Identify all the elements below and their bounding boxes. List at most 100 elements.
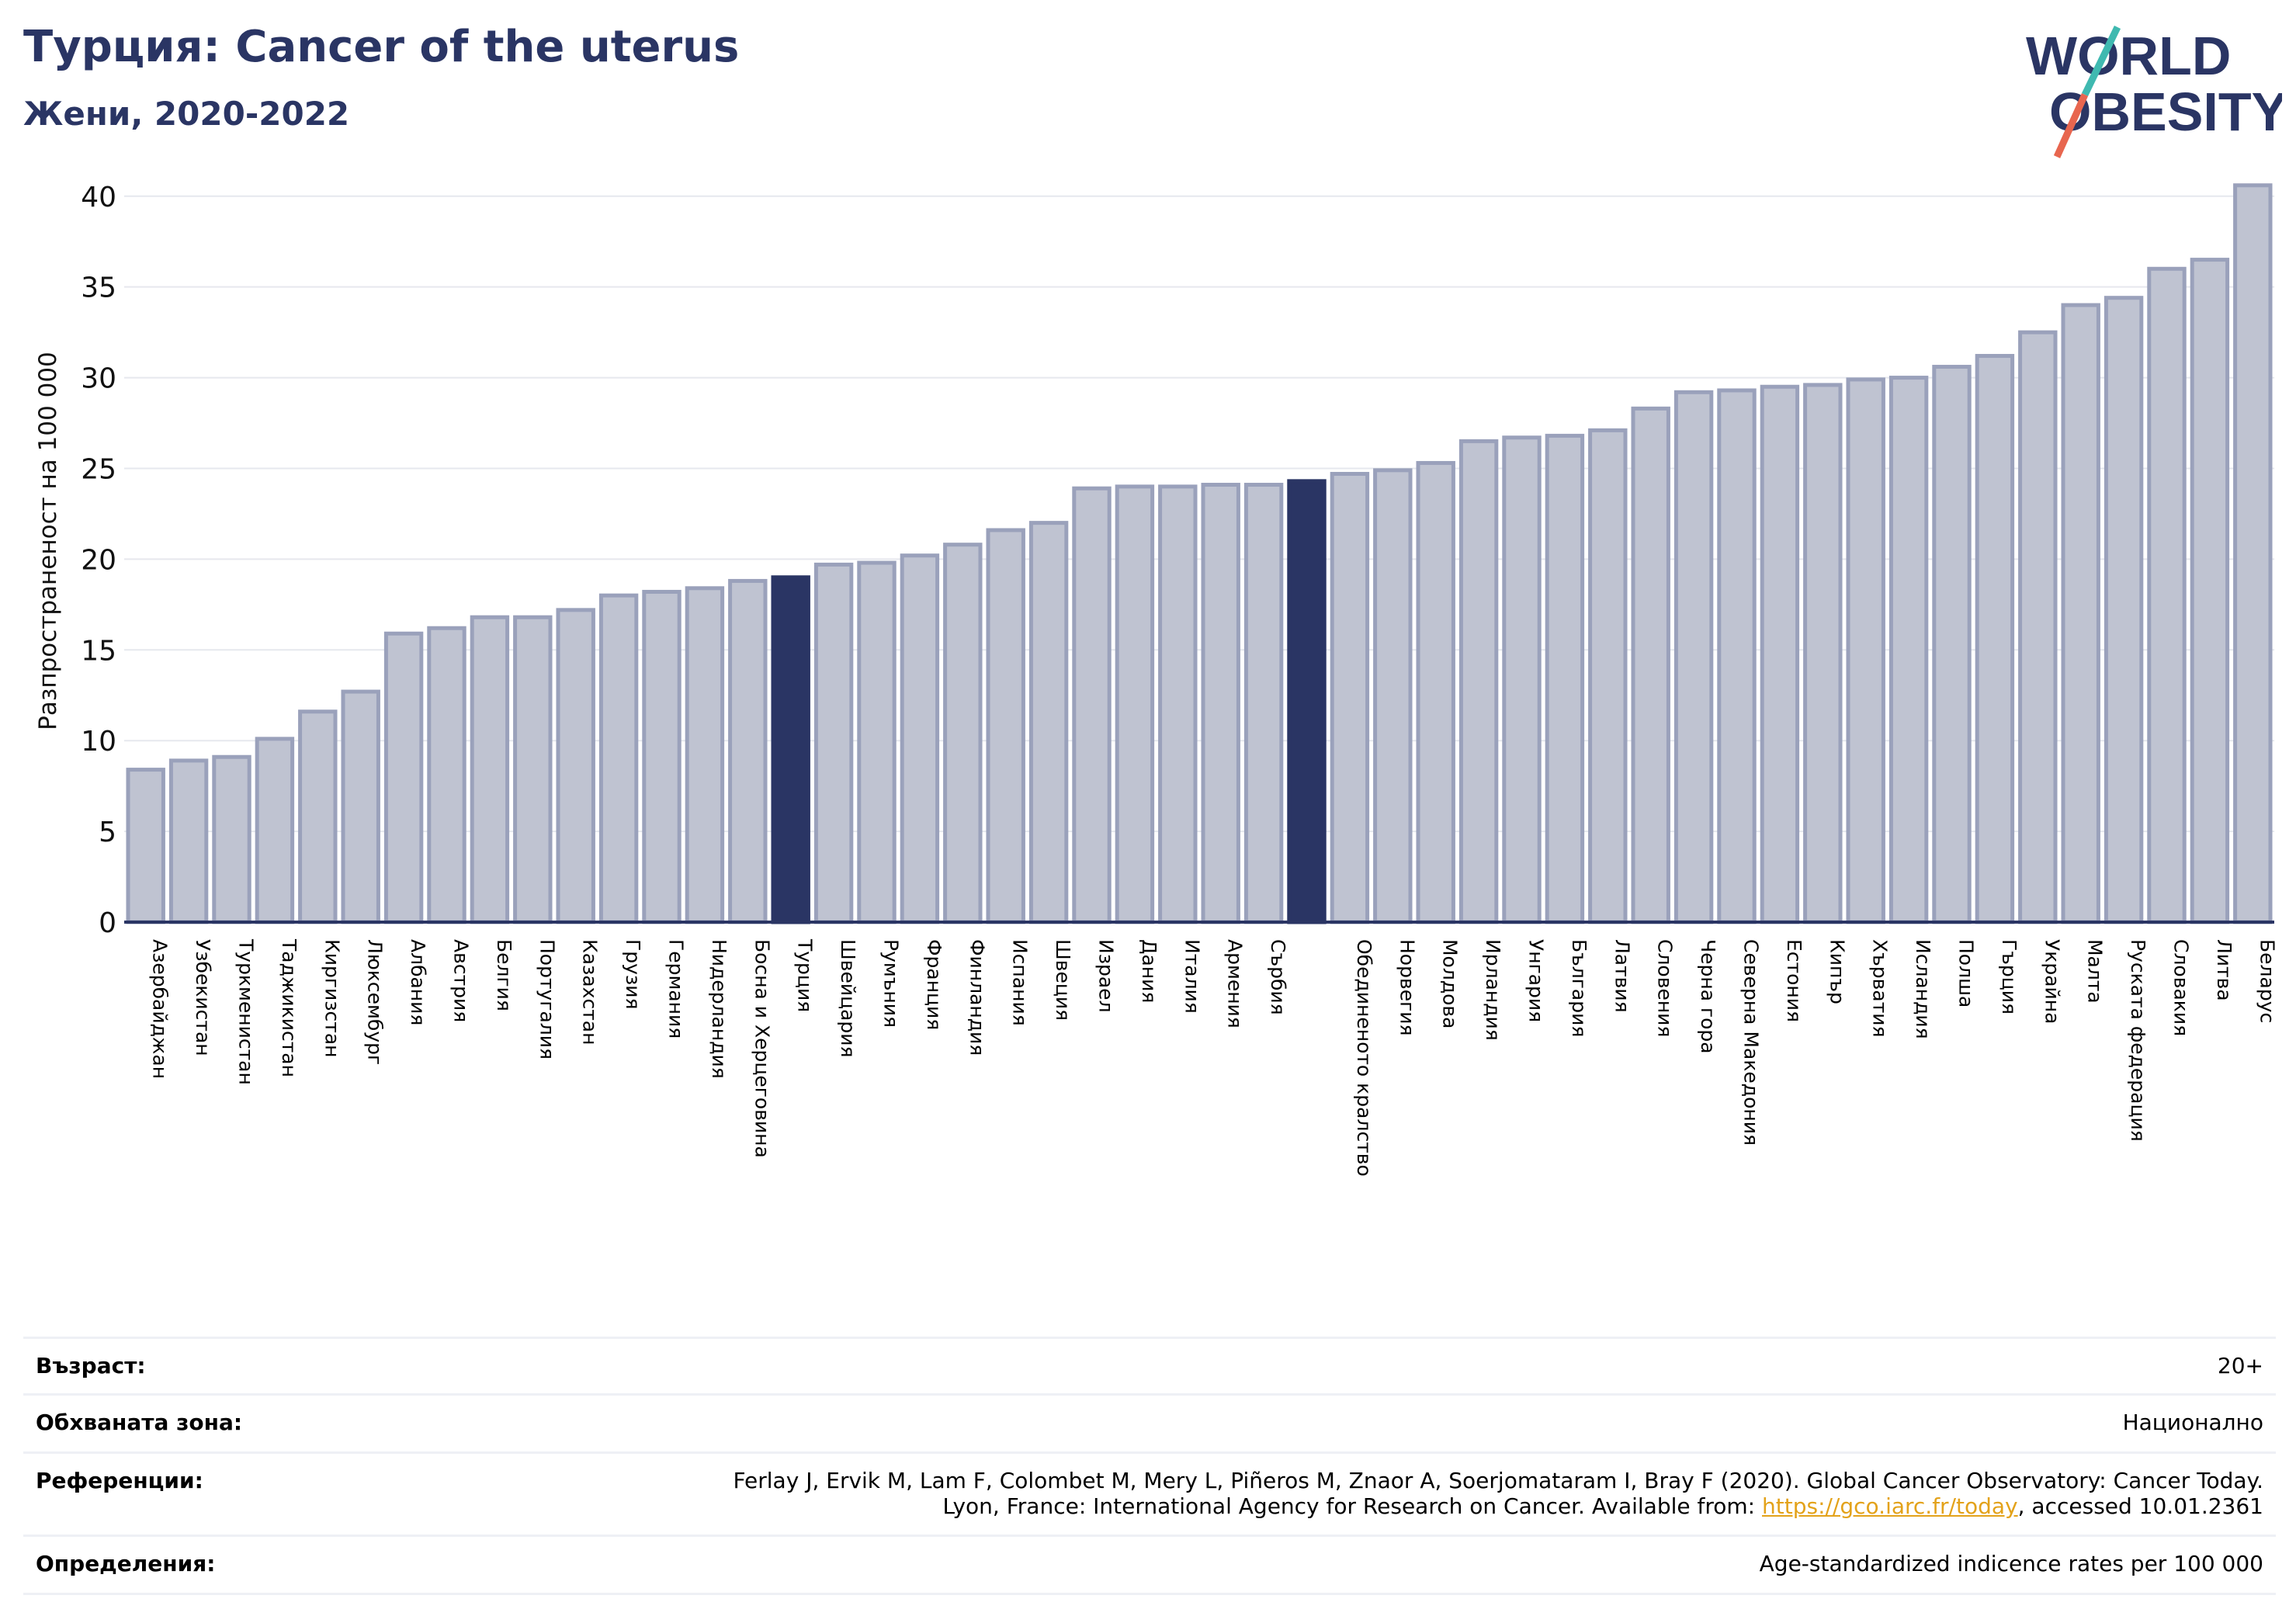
x-tick-label: Литва: [2213, 939, 2235, 1001]
info-value: 20+: [2218, 1353, 2263, 1379]
bar: [1115, 484, 1155, 924]
bar: [943, 543, 983, 924]
y-axis-ticks: 0 5 10 15 20 25 30 35 40: [81, 182, 116, 939]
info-value: Национално: [2123, 1410, 2263, 1435]
x-tick-label: Швейцария: [837, 939, 859, 1058]
bar: [1028, 521, 1069, 924]
x-tick-label: Испания: [1009, 939, 1032, 1026]
reference-link[interactable]: https://gco.iarc.fr/today: [1762, 1493, 2018, 1519]
x-tick-label: Обединеното кралство: [1353, 939, 1375, 1177]
x-tick-label: Италия: [1181, 939, 1203, 1014]
bar: [2061, 303, 2100, 924]
info-row: Възраст: 20+: [23, 1337, 2276, 1393]
bar: [1072, 486, 1112, 924]
bar: [986, 528, 1025, 924]
x-tick-label: Ирландия: [1482, 939, 1504, 1041]
bar: [298, 709, 338, 924]
x-tick-label: Германия: [665, 939, 688, 1039]
y-tick-label: 0: [99, 907, 116, 939]
info-row: Определения: Age-standardized indicence r…: [23, 1535, 2276, 1593]
logo-slash-orange: [2053, 93, 2089, 158]
x-tick-label: Исландия: [1912, 939, 1934, 1039]
bar: [212, 754, 251, 924]
info-label: Референции:: [36, 1468, 203, 1493]
bar: [1717, 388, 1757, 924]
x-tick-label: Португалия: [536, 939, 558, 1059]
bar: [1201, 483, 1240, 924]
x-tick-label: Украйна: [2041, 939, 2063, 1024]
bar-highlighted: [771, 575, 810, 924]
x-tick-label: Австрия: [450, 939, 473, 1022]
logo-word-world: WORLD: [2026, 26, 2231, 86]
bar: [513, 615, 553, 924]
x-tick-label: Узбекистан: [192, 939, 214, 1056]
bar: [900, 553, 940, 924]
x-tick-label: Казахстан: [579, 939, 602, 1045]
bar: [813, 562, 854, 924]
bar: [1373, 468, 1413, 924]
x-tick-label: Турция: [794, 938, 817, 1012]
x-tick-label: Дания: [1138, 939, 1160, 1003]
bar: [685, 586, 725, 924]
bar: [1545, 433, 1585, 924]
bar: [126, 768, 165, 924]
x-tick-label: Кипър: [1826, 939, 1848, 1004]
bar: [2190, 258, 2230, 924]
x-tick-label: Израел: [1095, 939, 1118, 1013]
bar: [2104, 296, 2144, 924]
info-value-line: 20+: [2217, 1353, 2263, 1379]
bar: [1673, 390, 1714, 924]
y-axis-label: Разпространеност на 100 000: [34, 352, 62, 730]
bar: [642, 589, 682, 924]
x-tick-label: Сърбия: [1267, 939, 1289, 1015]
x-tick-label: Полша: [1955, 939, 1978, 1007]
x-tick-label: Нидерландия: [708, 939, 730, 1079]
bar: [1416, 460, 1455, 924]
x-tick-label: Швеция: [1052, 939, 1074, 1021]
bar: [2018, 330, 2058, 924]
bar-chart: 0 5 10 15 20 25 30 35 40 Азербайджан Узбекистан Ту…: [34, 182, 2279, 1177]
bar: [383, 631, 424, 924]
bar: [1158, 484, 1198, 924]
x-tick-label: Финландия: [966, 939, 988, 1056]
bar: [427, 626, 466, 924]
y-tick-label: 30: [81, 363, 116, 395]
y-tick-label: 35: [81, 272, 116, 304]
bar: [2233, 183, 2273, 924]
x-tick-label: България: [1568, 939, 1590, 1037]
bar: [598, 593, 639, 924]
bar: [1458, 439, 1499, 924]
x-axis-labels: Азербайджан Узбекистан Туркменистан Таджики…: [149, 938, 2279, 1177]
chart-title: Турция: Cancer of the uterus: [23, 22, 740, 72]
x-tick-label: Таджикистан: [278, 938, 300, 1077]
info-label: Обхваната зона:: [36, 1410, 243, 1435]
x-tick-label: Беларус: [2256, 939, 2278, 1023]
x-tick-label: Люксембург: [364, 939, 387, 1065]
x-tick-label: Хърватия: [1869, 939, 1892, 1038]
bar: [1975, 354, 2015, 924]
x-tick-label: Латвия: [1611, 939, 1633, 1013]
x-tick-label: Босна и Херцеговина: [751, 939, 773, 1158]
bar: [168, 758, 209, 924]
reference-text: Lyon, France: International Agency for R…: [942, 1493, 1762, 1519]
x-tick-label: Норвегия: [1396, 939, 1418, 1036]
bar: [1760, 384, 1800, 924]
x-tick-label: Унгария: [1525, 939, 1548, 1022]
x-tick-label: Румъния: [880, 939, 903, 1028]
bar: [341, 689, 380, 924]
bar: [2147, 266, 2187, 924]
y-tick-label: 25: [81, 453, 116, 485]
bar: [255, 737, 295, 924]
bar: [857, 560, 897, 924]
bar: [1243, 483, 1284, 924]
chart-subtitle: Жени, 2020-2022: [23, 95, 350, 133]
info-value-line: Ferlay J, Ervik M, Lam F, Colombet M, Me…: [733, 1468, 2263, 1493]
bar: [1588, 428, 1628, 924]
reference-text: , accessed 10.01.2361: [2017, 1493, 2263, 1519]
bar: [1330, 471, 1370, 924]
y-tick-label: 20: [81, 544, 116, 576]
info-row: Референции: Ferlay J, Ervik M, Lam F, Col…: [23, 1451, 2276, 1535]
x-tick-label: Молдова: [1439, 939, 1462, 1028]
bar-highlighted: [1287, 479, 1327, 924]
info-value-line: Lyon, France: International Agency for R…: [733, 1493, 2263, 1519]
